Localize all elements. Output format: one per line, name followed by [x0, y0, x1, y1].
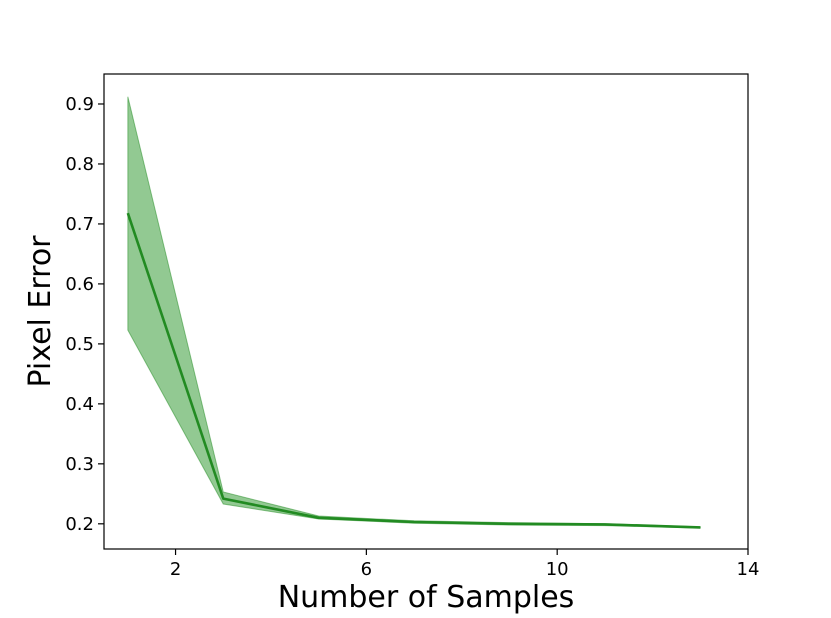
x-tick-label: 6	[361, 559, 372, 580]
y-axis: 0.2 0.3 0.4 0.5 0.6 0.7 0.8 0.9	[65, 94, 104, 535]
y-axis-title: Pixel Error	[23, 235, 58, 388]
x-tick-label: 2	[170, 559, 181, 580]
y-tick-label: 0.6	[65, 274, 94, 295]
x-tick-label: 14	[737, 559, 760, 580]
y-tick-label: 0.5	[65, 334, 94, 355]
axes-frame	[103, 73, 749, 550]
y-tick-label: 0.2	[65, 514, 94, 535]
x-tick-label: 10	[546, 559, 569, 580]
y-tick-label: 0.8	[65, 154, 94, 175]
plot-area	[126, 96, 701, 529]
y-tick-label: 0.4	[65, 394, 94, 415]
y-tick-label: 0.9	[65, 94, 94, 115]
confidence-band	[127, 96, 701, 529]
y-tick-label: 0.3	[65, 454, 94, 475]
x-axis: 2 6 10 14	[170, 549, 760, 580]
x-axis-title: Number of Samples	[278, 580, 575, 615]
series-line	[126, 212, 701, 529]
y-tick-label: 0.7	[65, 214, 94, 235]
